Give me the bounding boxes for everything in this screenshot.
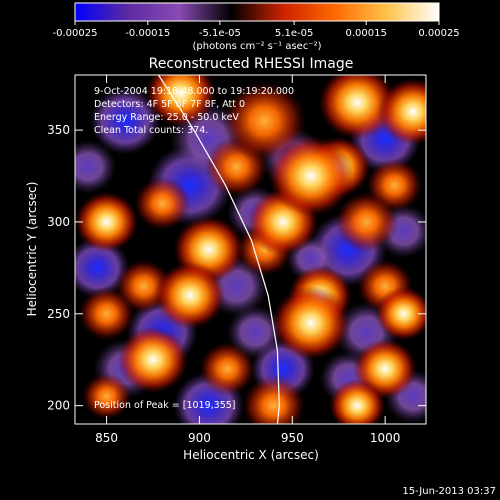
info-annotations: 9-Oct-2004 19:18:48.000 to 19:19:20.000 … — [94, 86, 294, 411]
colorbar-ticks: -0.00025 -0.00015 -5.1e-05 5.1e-05 0.00015 0.… — [53, 21, 460, 39]
y-axis-label: Heliocentric Y (arcsec) — [25, 182, 39, 317]
positive-emission-blob — [78, 286, 135, 341]
plot-frame — [74, 74, 427, 425]
x-axis-ticks: 850 900 950 1000 — [95, 75, 400, 445]
negative-emission-blob — [75, 140, 117, 194]
positive-emission-blob — [241, 375, 306, 424]
colorbar-tick-label: 0.00015 — [346, 28, 387, 39]
x-tick-label: 950 — [281, 431, 304, 445]
colorbar-tick-label: -0.00015 — [125, 28, 170, 39]
positive-emission-blob — [268, 135, 354, 217]
positive-emission-blob — [334, 191, 399, 253]
positive-emission-blob — [272, 286, 350, 360]
time-range-text: 9-Oct-2004 19:18:48.000 to 19:19:20.000 — [94, 86, 294, 97]
positive-emission-blob — [199, 342, 256, 396]
clean-counts-text: Clean Total counts: 374. — [94, 125, 208, 136]
colorbar: -0.00025 -0.00015 -5.1e-05 5.1e-05 0.00015 0.… — [53, 2, 460, 52]
y-tick-label: 200 — [47, 399, 70, 413]
x-axis-label: Heliocentric X (arcsec) — [183, 448, 319, 462]
positive-emission-blob — [75, 191, 139, 253]
y-tick-label: 350 — [47, 123, 70, 137]
energy-range-text: Energy Range: 25.0 - 50.0 keV — [94, 112, 239, 123]
peak-position-text: Position of Peak = [1019,355] — [94, 400, 235, 411]
positive-emission-blob — [318, 75, 397, 140]
positive-emission-blob — [377, 78, 426, 146]
positive-emission-blob — [375, 286, 426, 341]
colorbar-bar — [74, 2, 440, 22]
y-tick-label: 300 — [47, 215, 70, 229]
image-area — [74, 74, 427, 425]
colorbar-tick-label: -5.1e-05 — [199, 28, 241, 39]
positive-emission-blob — [81, 372, 132, 420]
x-tick-label: 850 — [95, 431, 118, 445]
heatmap-blobs — [75, 75, 426, 424]
y-axis-ticks: 200 250 300 350 — [47, 123, 426, 413]
colorbar-unit-label: (photons cm⁻² s⁻¹ asec⁻²) — [192, 41, 321, 52]
footer-date: 15-Jun-2013 03:37 — [402, 486, 496, 497]
colorbar-tick-label: 5.1e-05 — [275, 28, 313, 39]
negative-emission-blob — [89, 87, 161, 155]
negative-emission-blob — [75, 237, 130, 299]
x-tick-label: 1000 — [370, 431, 401, 445]
y-tick-label: 250 — [47, 307, 70, 321]
positive-emission-blob — [145, 75, 217, 127]
positive-emission-blob — [329, 378, 386, 424]
positive-emission-blob — [134, 176, 191, 231]
chart-title: Reconstructed RHESSI Image — [149, 56, 354, 72]
positive-emission-blob — [117, 326, 189, 394]
solar-limb-line — [158, 75, 280, 424]
positive-emission-blob — [154, 261, 226, 329]
x-tick-label: 900 — [188, 431, 211, 445]
positive-emission-blob — [222, 80, 307, 162]
colorbar-tick-label: 0.00025 — [418, 28, 459, 39]
detectors-text: Detectors: 4F 5F 6F 7F 8F, Att 0 — [94, 99, 245, 110]
colorbar-tick-label: -0.00025 — [53, 28, 98, 39]
